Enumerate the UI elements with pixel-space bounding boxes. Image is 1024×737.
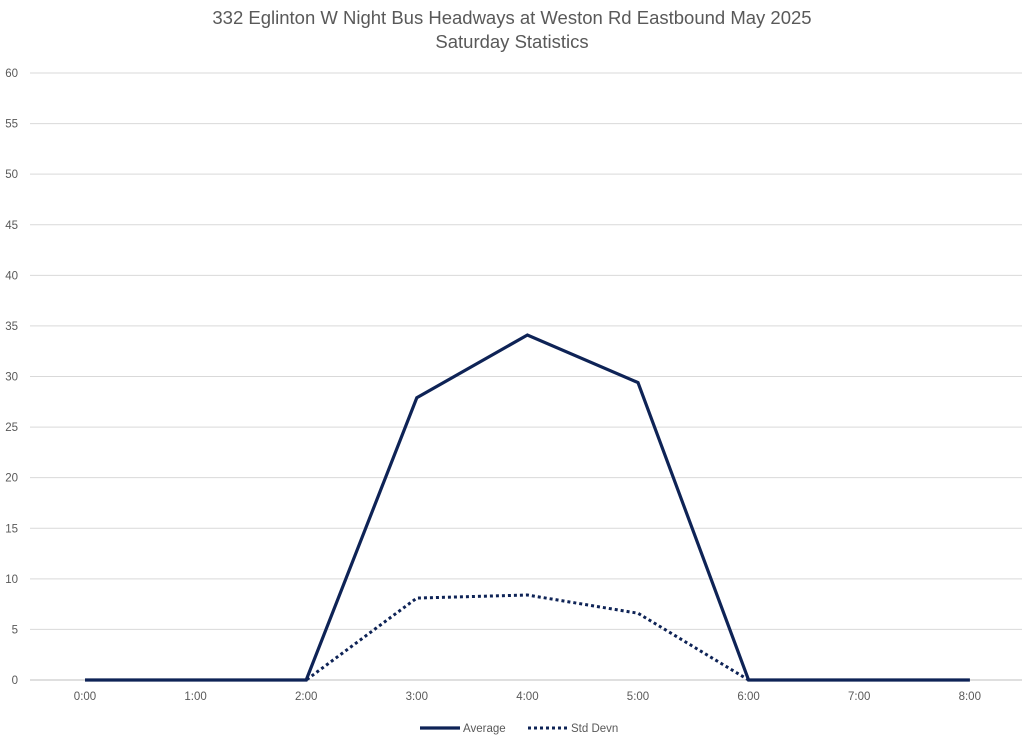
legend-label: Std Devn: [571, 723, 618, 735]
y-tick-label: 60: [5, 68, 18, 80]
y-tick-label: 20: [5, 473, 18, 485]
series-line-average: [85, 333, 970, 682]
x-tick-label: 2:00: [295, 691, 317, 703]
y-tick-label: 40: [5, 270, 18, 282]
chart-subtitle-line: Saturday Statistics: [435, 31, 589, 52]
chart-title: 332 Eglinton W Night Bus Headways at Wes…: [0, 6, 1024, 54]
x-axis-ticks: 0:00 1:00 2:00 3:00 4:00 5:00 6:00 7:00 8:00: [74, 691, 981, 703]
y-tick-label: 10: [5, 574, 18, 586]
y-tick-label: 45: [5, 220, 18, 232]
x-tick-label: 1:00: [184, 691, 206, 703]
y-tick-label: 25: [5, 422, 18, 434]
x-tick-label: 7:00: [848, 691, 870, 703]
y-tick-label: 15: [5, 523, 18, 535]
series-line-std-devn: [85, 593, 970, 682]
y-tick-label: 5: [12, 624, 18, 636]
x-tick-label: 6:00: [737, 691, 759, 703]
y-tick-label: 30: [5, 372, 18, 384]
x-tick-label: 4:00: [516, 691, 538, 703]
series-lines: [85, 333, 970, 682]
y-tick-label: 55: [5, 119, 18, 131]
x-tick-label: 3:00: [406, 691, 428, 703]
x-tick-label: 5:00: [627, 691, 649, 703]
gridlines: [30, 72, 1022, 681]
y-tick-label: 0: [12, 675, 18, 687]
y-tick-label: 50: [5, 169, 18, 181]
legend-label: Average: [463, 723, 506, 735]
y-tick-label: 35: [5, 321, 18, 333]
x-tick-label: 8:00: [959, 691, 981, 703]
legend: Average Std Devn: [420, 723, 618, 735]
y-axis-ticks: 0 5 10 15 20 25 30 35 40 45 50 55 60: [5, 68, 18, 687]
x-tick-label: 0:00: [74, 691, 96, 703]
chart-title-line: 332 Eglinton W Night Bus Headways at Wes…: [212, 7, 812, 28]
